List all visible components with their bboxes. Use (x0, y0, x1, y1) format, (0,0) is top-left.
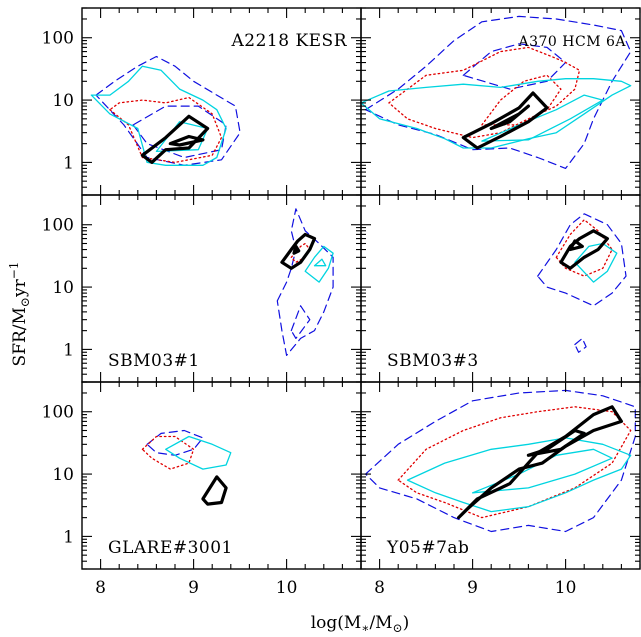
y-tick-label: 1 (63, 153, 74, 173)
contour-a-1 (559, 229, 609, 270)
panel-2: A370 HCM 6A (360, 7, 641, 196)
contour-b-2 (313, 258, 327, 267)
y-tick-label: 1 (63, 340, 74, 360)
contour-a-2 (489, 104, 530, 131)
contour-a-1 (201, 475, 228, 506)
panel-frame (360, 381, 641, 570)
contour-b-1 (361, 78, 632, 149)
panel-label: A370 HCM 6A (517, 34, 626, 50)
contour-d-2 (574, 337, 587, 353)
y-tick-label: 100 (42, 216, 74, 236)
contour-d-1 (276, 208, 334, 356)
contours (276, 208, 334, 356)
panels: 1 10 100 A2218 KESR A370 HCM 6A 1 10 100 SBM03#1… (42, 7, 641, 598)
contours (365, 389, 636, 533)
panel-3: 1 10 100 SBM03#1 (42, 194, 362, 383)
contour-d-1 (537, 213, 627, 307)
contours (361, 15, 632, 169)
contour-c-2 (481, 74, 562, 126)
panel-label: GLARE#3001 (108, 538, 233, 558)
panel-label: A2218 KESR (231, 31, 348, 51)
contour-d-1 (365, 389, 636, 533)
contour-b-2 (471, 448, 613, 494)
contour-a-1 (461, 91, 549, 150)
panel-6: 8 9 10 Y05#7ab (360, 381, 641, 598)
contour-c-1 (388, 46, 581, 139)
contour-d-1 (365, 15, 632, 169)
x-tick-label: 9 (188, 578, 199, 598)
contour-a-1 (280, 232, 317, 270)
panel-label: Y05#7ab (386, 538, 469, 558)
contour-b-1 (90, 65, 227, 166)
contours (141, 429, 232, 506)
contour-a-2 (292, 244, 301, 255)
contour-d-2 (462, 43, 567, 90)
contour-b-1 (304, 245, 334, 283)
x-axis-title: log(M∗/M⊙) (311, 613, 410, 635)
panel-5: 1 10 100 8 9 10 GLARE#3001 (42, 381, 362, 598)
contour-b-1 (574, 242, 618, 283)
y-tick-label: 100 (42, 403, 74, 423)
panel-label: SBM03#1 (108, 351, 200, 371)
contour-d-1 (146, 429, 204, 456)
contour-a-2 (568, 239, 584, 252)
contour-c-1 (141, 435, 195, 470)
contour-c-1 (109, 96, 223, 164)
y-tick-label: 10 (52, 91, 74, 111)
contour-b-1 (165, 435, 232, 470)
contour-d-1 (95, 55, 241, 166)
x-tick-label: 8 (95, 578, 106, 598)
contours (537, 213, 627, 353)
contour-a-2 (168, 134, 205, 147)
y-tick-label: 10 (52, 278, 74, 298)
y-tick-label: 1 (63, 527, 74, 547)
y-tick-label: 10 (52, 465, 74, 485)
panel-label: SBM03#3 (387, 351, 479, 371)
contour-d-2 (290, 305, 311, 339)
x-tick-label: 8 (374, 578, 385, 598)
panel-1: 1 10 100 A2218 KESR (42, 7, 362, 196)
contour-a-2 (526, 428, 586, 457)
y-axis-title: SFR/M⊙yr−1 (7, 262, 32, 367)
x-tick-label: 10 (555, 578, 577, 598)
x-tick-label: 9 (467, 578, 478, 598)
y-tick-label: 100 (42, 29, 74, 49)
contour-a-1 (457, 405, 623, 520)
x-tick-label: 10 (276, 578, 298, 598)
contours (90, 55, 241, 166)
panel-4: SBM03#3 (360, 194, 641, 383)
contour-c-1 (555, 219, 613, 277)
contour-c-1 (397, 406, 632, 519)
